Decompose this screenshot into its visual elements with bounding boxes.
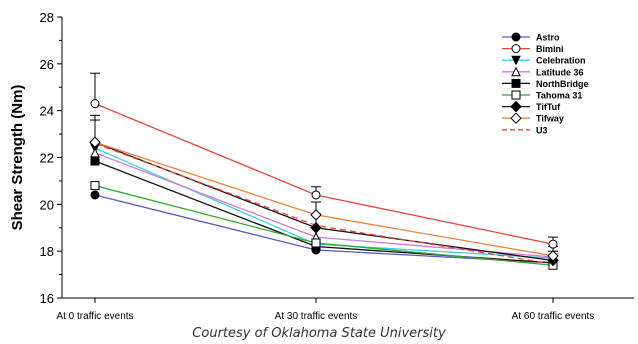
y-tick-label: 16 — [40, 291, 54, 306]
data-point-tifway — [89, 136, 101, 148]
credit-caption: Courtesy of Oklahoma State University — [192, 326, 446, 341]
data-point-northbridge — [90, 156, 100, 166]
legend-marker-tahoma-31 — [511, 90, 521, 100]
data-point-bimini — [548, 239, 558, 249]
chart: 16 18 20 22 24 26 28 At 0 traffic events At 30 t… — [9, 10, 634, 322]
data-point-astro — [90, 190, 100, 200]
x-tick-label: At 30 traffic events — [275, 311, 358, 322]
legend-label-tiftuf: TifTuf — [536, 102, 561, 112]
y-tick-label: 22 — [40, 151, 54, 166]
y-tick-label: 26 — [40, 57, 54, 72]
y-tick-label: 18 — [40, 244, 54, 259]
y-tick-label: 28 — [40, 10, 54, 25]
legend-label-u3: U3 — [536, 125, 548, 135]
y-tick-label: 20 — [40, 197, 54, 212]
legend-marker-celebration — [511, 55, 521, 66]
legend-label-northbridge: NorthBridge — [536, 79, 589, 89]
legend-label-bimini: Bimini — [536, 44, 564, 54]
x-tick-label: At 0 traffic events — [56, 311, 133, 322]
series-line-tifway — [94, 141, 554, 257]
series-line-bimini — [94, 103, 554, 245]
legend-marker-bimini — [511, 44, 521, 54]
legend-marker-tiftuf — [510, 100, 522, 113]
x-tick-label: At 60 traffic events — [512, 311, 595, 322]
data-point-tahoma-31 — [311, 238, 321, 248]
series-line-tahoma-31 — [94, 184, 554, 266]
legend-label-celebration: Celebration — [536, 56, 586, 66]
data-point-bimini — [90, 99, 100, 109]
legend-marker-latitude-36 — [511, 66, 521, 77]
data-point-bimini — [311, 190, 321, 200]
data-point-tiftuf — [310, 222, 322, 234]
data-point-tahoma-31 — [90, 181, 100, 191]
legend-label-tahoma-31: Tahoma 31 — [536, 91, 582, 101]
legend-marker-northbridge — [511, 78, 521, 88]
series-line-tiftuf — [94, 141, 554, 262]
legend-marker-astro — [511, 32, 521, 42]
data-point-tifway — [310, 209, 322, 221]
legend-label-tifway: Tifway — [536, 114, 564, 124]
y-axis-label: Shear Strength (Nm) — [9, 85, 26, 231]
legend-marker-tifway — [510, 112, 522, 124]
legend-label-latitude-36: Latitude 36 — [536, 67, 584, 77]
y-tick-label: 24 — [40, 104, 54, 119]
data-point-tifway — [547, 250, 559, 262]
legend-label-astro: Astro — [536, 33, 560, 43]
